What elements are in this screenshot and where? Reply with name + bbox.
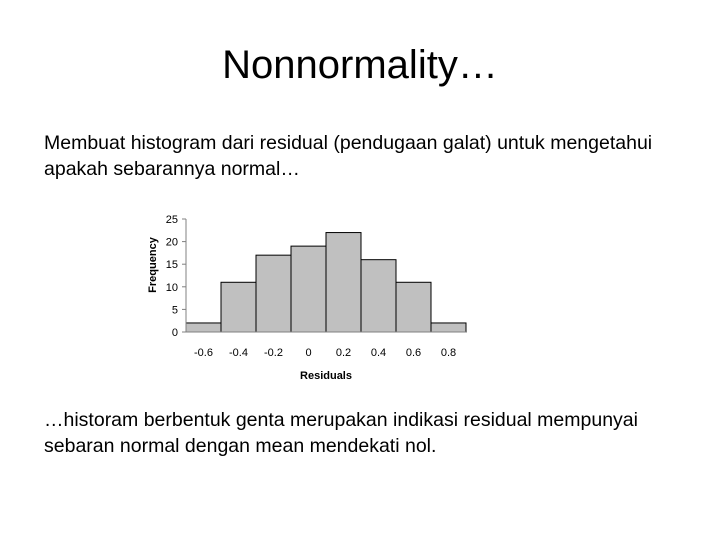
- histogram-bar: [290, 245, 327, 333]
- x-tick-label: 0.2: [336, 347, 351, 359]
- x-axis: -0.6 -0.4 -0.2 0 0.2 0.4 0.6 0.8: [186, 331, 466, 359]
- y-axis: 0 5 10 15 20 25: [166, 214, 187, 339]
- histogram-bar: [430, 322, 467, 333]
- x-axis-label: Residuals: [300, 370, 352, 382]
- y-tick-label: 15: [166, 259, 178, 271]
- histogram-bar: [395, 281, 432, 333]
- histogram-bar: [360, 259, 397, 333]
- conclusion-paragraph: …historam berbentuk genta merupakan indi…: [44, 409, 638, 457]
- x-tick-label: 0.6: [406, 347, 421, 359]
- y-tick-label: 5: [172, 304, 178, 316]
- slide-title: Nonnormality…: [222, 43, 498, 87]
- x-tick-label: 0.8: [441, 347, 456, 359]
- residual-histogram: 0 5 10 15 20 25 -0.6 -0.4 -0.2 0 0.2 0.4 0.6 0.8 Fre…: [140, 205, 480, 390]
- x-tick-label: 0: [305, 347, 311, 359]
- y-tick-label: 25: [166, 214, 178, 226]
- y-tick-label: 10: [166, 282, 178, 294]
- histogram-bar: [325, 232, 362, 333]
- histogram-bars: [185, 232, 467, 333]
- y-tick-label: 0: [172, 327, 178, 339]
- x-tick-label: -0.2: [264, 347, 283, 359]
- histogram-bar: [185, 322, 222, 333]
- histogram-svg: 0 5 10 15 20 25 -0.6 -0.4 -0.2 0 0.2 0.4 0.6 0.8 Fre…: [147, 214, 467, 382]
- histogram-bar: [220, 281, 257, 333]
- x-tick-label: 0.4: [371, 347, 386, 359]
- y-axis-label: Frequency: [147, 236, 159, 293]
- histogram-bar: [255, 254, 292, 333]
- x-tick-label: -0.6: [194, 347, 213, 359]
- intro-paragraph: Membuat histogram dari residual (penduga…: [44, 132, 653, 180]
- x-tick-label: -0.4: [229, 347, 248, 359]
- y-tick-label: 20: [166, 237, 178, 249]
